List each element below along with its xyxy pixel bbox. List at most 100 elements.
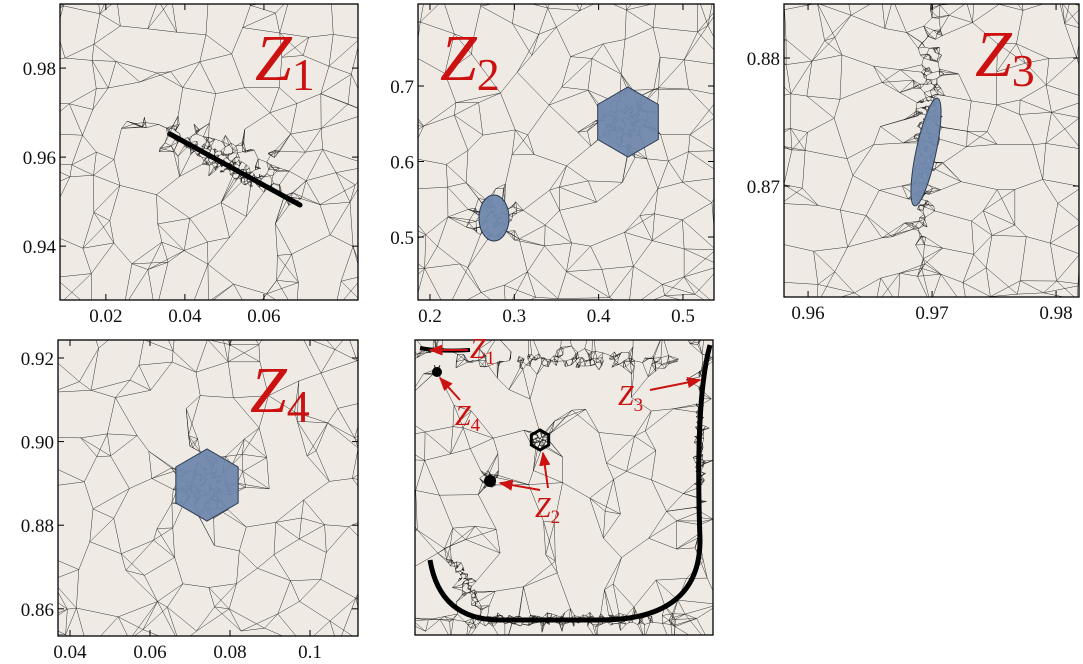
mesh-edge (924, 244, 943, 249)
mesh-edge (852, 175, 880, 191)
mesh-edge (939, 4, 950, 16)
mesh-edge (213, 166, 216, 171)
mesh-edge (266, 162, 269, 170)
mesh-edge (983, 189, 1015, 211)
mesh-edge (506, 231, 515, 241)
panel-frame (59, 3, 359, 301)
mesh-edge (535, 297, 558, 299)
mesh-edge (306, 450, 317, 457)
mesh-edge (697, 25, 709, 33)
mesh-edge (784, 146, 792, 151)
mesh-edge (923, 77, 927, 80)
mesh-edge (982, 210, 993, 236)
mesh-edge (917, 112, 920, 117)
mesh-edge (125, 570, 145, 576)
mesh-edge (299, 579, 321, 602)
mesh-edge (210, 139, 215, 147)
mesh-edge (577, 122, 599, 133)
mesh-edge (266, 162, 272, 168)
mesh-edge (391, 28, 394, 69)
mesh-edge (157, 527, 173, 529)
mesh-edge (201, 145, 205, 149)
mesh-edge (469, 221, 476, 224)
mesh-edge (850, 4, 871, 16)
mesh-edge (341, 598, 357, 636)
mesh-edge (459, 263, 468, 268)
mesh-edge (514, 238, 520, 241)
mesh-edge (802, 150, 806, 189)
mesh-edge (475, 208, 478, 212)
mesh-edge (275, 223, 292, 255)
mesh-edge (209, 163, 213, 166)
mesh-edge (873, 66, 883, 83)
mesh-edge (244, 87, 271, 113)
mesh-edge (329, 620, 335, 636)
mesh-edge (121, 553, 126, 571)
mesh-edge (420, 4, 440, 23)
mesh-edge (358, 448, 377, 462)
mesh-edge (223, 169, 226, 173)
mesh-edge (93, 13, 101, 45)
mesh-edge (60, 176, 71, 182)
mesh-edge (512, 23, 532, 56)
mesh-edge (167, 607, 178, 636)
x-tick-label: 0.3 (502, 306, 526, 327)
mesh-edge (834, 37, 843, 56)
mesh-edge (928, 204, 935, 212)
mesh-edge (171, 489, 174, 504)
mesh-edge (390, 272, 414, 309)
mesh-edge (934, 47, 940, 50)
mesh-edge (123, 308, 144, 340)
mesh-edge (531, 4, 548, 9)
mesh-edge (91, 390, 116, 398)
mesh-edge (817, 4, 825, 41)
mesh-edge (379, 123, 383, 151)
mesh-edge (93, 185, 121, 213)
mesh-edge (1051, 102, 1079, 113)
mesh-edge (80, 433, 108, 439)
mesh-edge (225, 135, 230, 146)
mesh-edge (622, 157, 636, 183)
mesh-edge (512, 23, 539, 35)
mesh-edge (229, 161, 232, 163)
mesh-edge (1045, 57, 1077, 85)
mesh-edge (518, 238, 528, 272)
mesh-edge (652, 240, 685, 250)
mesh-edge (990, 293, 1018, 297)
mesh-edge (258, 158, 267, 163)
panel-frame (417, 3, 715, 301)
mesh-edge (233, 157, 235, 160)
mesh-edge (776, 243, 777, 282)
mesh-edge (921, 199, 927, 201)
mesh-edge (379, 98, 390, 123)
mesh-edge (99, 4, 105, 14)
mesh-edge (923, 214, 926, 220)
mesh-edge (244, 438, 267, 458)
mesh-edge (150, 361, 173, 391)
mesh-edge (228, 509, 247, 528)
mesh-edge (276, 280, 289, 300)
mesh-edge (208, 137, 215, 140)
mesh-edge (850, 15, 885, 29)
mesh-edge (138, 340, 145, 366)
mesh-edge (549, 186, 560, 191)
mesh-edge (930, 86, 936, 91)
mesh-edge (243, 177, 245, 180)
mesh-edge (934, 168, 962, 182)
mesh-edge (96, 455, 111, 457)
mesh-edge (278, 313, 308, 319)
mesh-edge (167, 250, 185, 263)
mesh-edge (242, 27, 280, 34)
mesh-edge (232, 149, 238, 154)
inclusion (910, 97, 942, 207)
mesh-edge (784, 184, 819, 206)
mesh-edge (190, 141, 198, 143)
mesh-edge (1059, 4, 1065, 24)
mesh-edge (60, 281, 82, 300)
mesh-edge (261, 176, 266, 180)
mesh-edge (159, 147, 174, 152)
mesh-edge (139, 72, 158, 83)
mesh-edge (341, 276, 358, 282)
mesh-edge (925, 67, 930, 69)
mesh-edge (466, 222, 470, 228)
